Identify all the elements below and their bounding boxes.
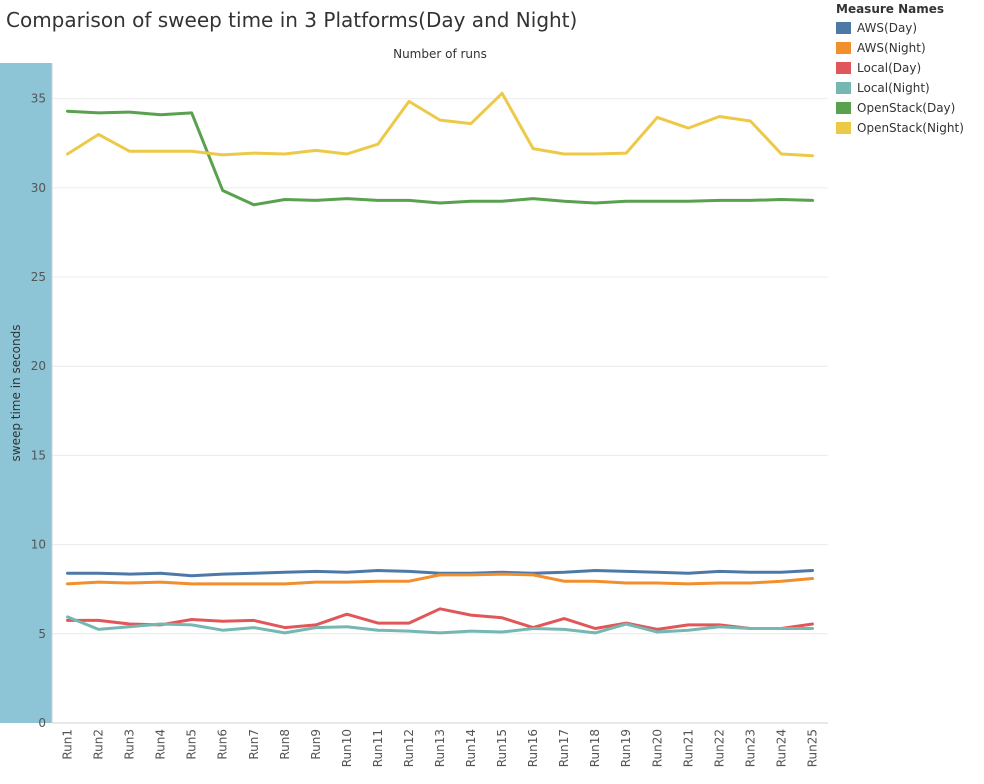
x-tick-label: Run6 (216, 729, 230, 760)
y-tick-label: 15 (31, 448, 46, 462)
x-tick-label: Run9 (309, 729, 323, 760)
series-line-local-night (66, 615, 814, 635)
x-tick-label: Run20 (650, 729, 664, 767)
legend-swatch (836, 62, 851, 74)
chart-title: Comparison of sweep time in 3 Platforms(… (6, 8, 578, 32)
y-tick-label: 5 (38, 627, 46, 641)
legend-swatch (836, 82, 851, 94)
x-tick-label: Run16 (526, 729, 540, 767)
legend-swatch (836, 22, 851, 34)
y-tick-label: 30 (31, 181, 46, 195)
x-tick-label: Run21 (681, 729, 695, 767)
legend-swatch (836, 102, 851, 114)
x-tick-label: Run15 (495, 729, 509, 767)
legend-label: OpenStack(Day) (857, 101, 956, 115)
legend-label: AWS(Day) (857, 21, 918, 35)
top-axis-label: Number of runs (393, 47, 487, 61)
series-line-openstack-day (66, 109, 814, 207)
legend-label: Local(Day) (857, 61, 922, 75)
x-tick-label: Run22 (712, 729, 726, 767)
legend-title: Measure Names (836, 2, 945, 16)
x-tick-label: Run10 (340, 729, 354, 767)
legend-item: AWS(Night) (836, 38, 984, 58)
series-line-local-day (66, 607, 814, 631)
x-tick-label: Run13 (433, 729, 447, 767)
legend-item: AWS(Day) (836, 18, 984, 38)
x-tick-label: Run23 (743, 729, 757, 767)
legend-item: OpenStack(Day) (836, 98, 984, 118)
y-tick-label: 10 (31, 538, 46, 552)
series-line-aws-day (66, 569, 814, 578)
x-tick-label: Run5 (185, 729, 199, 760)
x-tick-label: Run17 (557, 729, 571, 767)
x-tick-label: Run25 (805, 729, 819, 767)
x-tick-label: Run12 (402, 729, 416, 767)
legend-swatch (836, 122, 851, 134)
x-tick-label: Run24 (774, 729, 788, 767)
legend-item: Local(Day) (836, 58, 984, 78)
x-tick-label: Run18 (588, 729, 602, 767)
gridlines (52, 98, 828, 635)
series-line-openstack-night (66, 91, 814, 158)
legend-items: AWS(Day) AWS(Night) Local(Day) Local(Night)… (836, 18, 984, 138)
x-tick-label: Run19 (619, 729, 633, 767)
x-tick-label: Run7 (247, 729, 261, 760)
legend: Measure Names AWS(Day) AWS(Night) Local(Da… (836, 2, 984, 138)
x-tick-label: Run3 (123, 729, 137, 760)
y-axis-band (0, 63, 52, 723)
x-tick-label: Run8 (278, 729, 292, 760)
legend-label: AWS(Night) (857, 41, 926, 55)
y-axis-label: sweep time in seconds (9, 325, 23, 462)
legend-label: Local(Night) (857, 81, 930, 95)
axes: 0 5 10 15 20 25 30 35 Run1 Run2 Run3 Run4 Run5 Run6 Ru… (31, 63, 828, 767)
x-tick-label: Run11 (371, 729, 385, 767)
series-lines (66, 91, 814, 635)
x-tick-label: Run1 (61, 729, 75, 760)
x-tick-label: Run2 (92, 729, 106, 760)
y-tick-label: 25 (31, 270, 46, 284)
y-tick-label: 0 (38, 716, 46, 730)
y-tick-label: 20 (31, 359, 46, 373)
x-tick-label: Run14 (464, 729, 478, 767)
legend-item: Local(Night) (836, 78, 984, 98)
legend-swatch (836, 42, 851, 54)
x-tick-label: Run4 (154, 729, 168, 760)
y-tick-label: 35 (31, 92, 46, 106)
legend-label: OpenStack(Night) (857, 121, 964, 135)
legend-item: OpenStack(Night) (836, 118, 984, 138)
series-line-aws-night (66, 572, 814, 586)
